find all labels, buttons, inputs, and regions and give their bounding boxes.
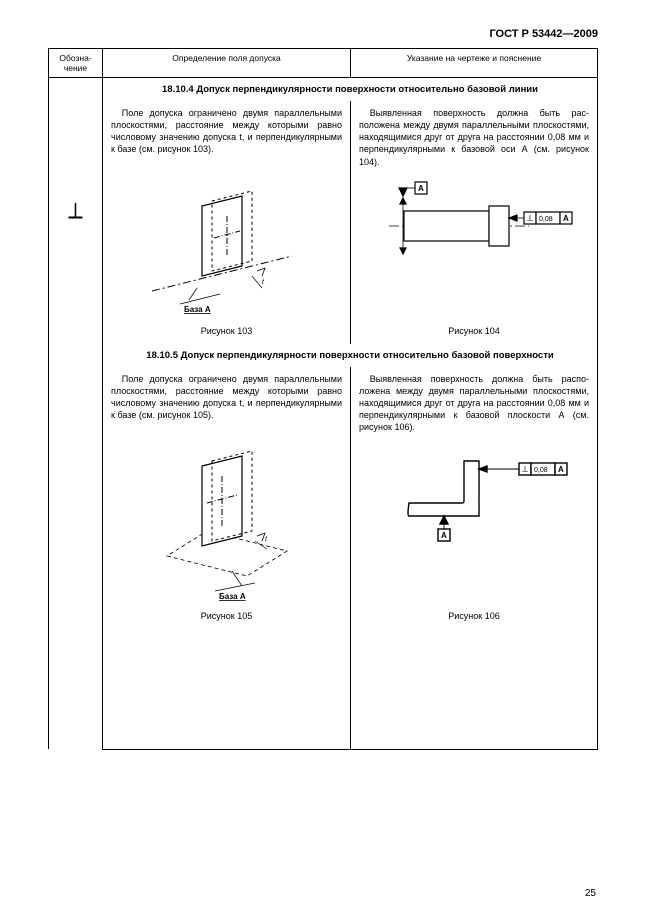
doc-id: ГОСТ Р 53442—2009 bbox=[48, 28, 598, 40]
fig103-caption: Рисунок 103 bbox=[103, 322, 351, 344]
fig105-caption: Рисунок 105 bbox=[103, 607, 351, 629]
sec1-left-text: Поле допуска ограничено двумя параллель­… bbox=[103, 101, 351, 170]
main-table: Обозна- чение Определение поля допуска У… bbox=[48, 48, 598, 750]
svg-text:А: А bbox=[563, 214, 569, 223]
fig103-cell: t База А bbox=[103, 170, 351, 322]
page-number: 25 bbox=[585, 888, 596, 899]
empty-left bbox=[103, 629, 351, 749]
datum-a-106: А bbox=[441, 531, 447, 540]
base-a-label: База А bbox=[184, 305, 211, 314]
figure-105-diagram: t База А bbox=[137, 441, 317, 601]
fig106-caption: Рисунок 106 bbox=[351, 607, 598, 629]
svg-text:t: t bbox=[262, 279, 265, 286]
base-a-label-2: База А bbox=[219, 592, 246, 601]
svg-text:А: А bbox=[558, 465, 564, 474]
fig105-cell: t База А bbox=[103, 435, 351, 607]
perpendicularity-icon: ⟂ bbox=[68, 198, 83, 223]
symbol-cell: ⟂ bbox=[49, 78, 103, 750]
header-definition: Определение поля допуска bbox=[103, 49, 351, 78]
datum-a-104: А bbox=[418, 184, 424, 193]
fig104-caption: Рисунок 104 bbox=[351, 322, 598, 344]
sec1-right-text: Выявленная поверхность должна быть рас­п… bbox=[351, 101, 598, 170]
empty-right bbox=[351, 629, 598, 749]
tol-val-106: 0,08 bbox=[534, 467, 548, 474]
header-symbol: Обозна- чение bbox=[49, 49, 103, 78]
page: ГОСТ Р 53442—2009 Обозна- чение Определе… bbox=[0, 0, 646, 913]
fig106-cell: ⟂ 0,08 А А bbox=[351, 435, 598, 607]
svg-text:t: t bbox=[265, 536, 268, 543]
svg-text:⟂: ⟂ bbox=[527, 213, 533, 223]
figure-104-diagram: А ⟂ 0,08 А bbox=[369, 176, 579, 266]
header-drawing: Указание на чертеже и пояснение bbox=[351, 49, 598, 78]
sec2-left-text: Поле допуска ограничено двумя параллель­… bbox=[103, 367, 351, 436]
section-title-2: 18.10.5 Допуск перпендикулярности поверх… bbox=[103, 344, 598, 367]
figure-103-diagram: t База А bbox=[142, 176, 312, 316]
figure-106-diagram: ⟂ 0,08 А А bbox=[369, 441, 579, 551]
header-row: Обозна- чение Определение поля допуска У… bbox=[49, 49, 598, 78]
svg-text:⟂: ⟂ bbox=[522, 464, 528, 474]
sec2-right-text: Выявленная поверхность должна быть распо… bbox=[351, 367, 598, 436]
tol-val-104: 0,08 bbox=[539, 216, 553, 223]
section-title-1: 18.10.4 Допуск перпендикулярности поверх… bbox=[103, 78, 598, 102]
fig104-cell: А ⟂ 0,08 А bbox=[351, 170, 598, 322]
